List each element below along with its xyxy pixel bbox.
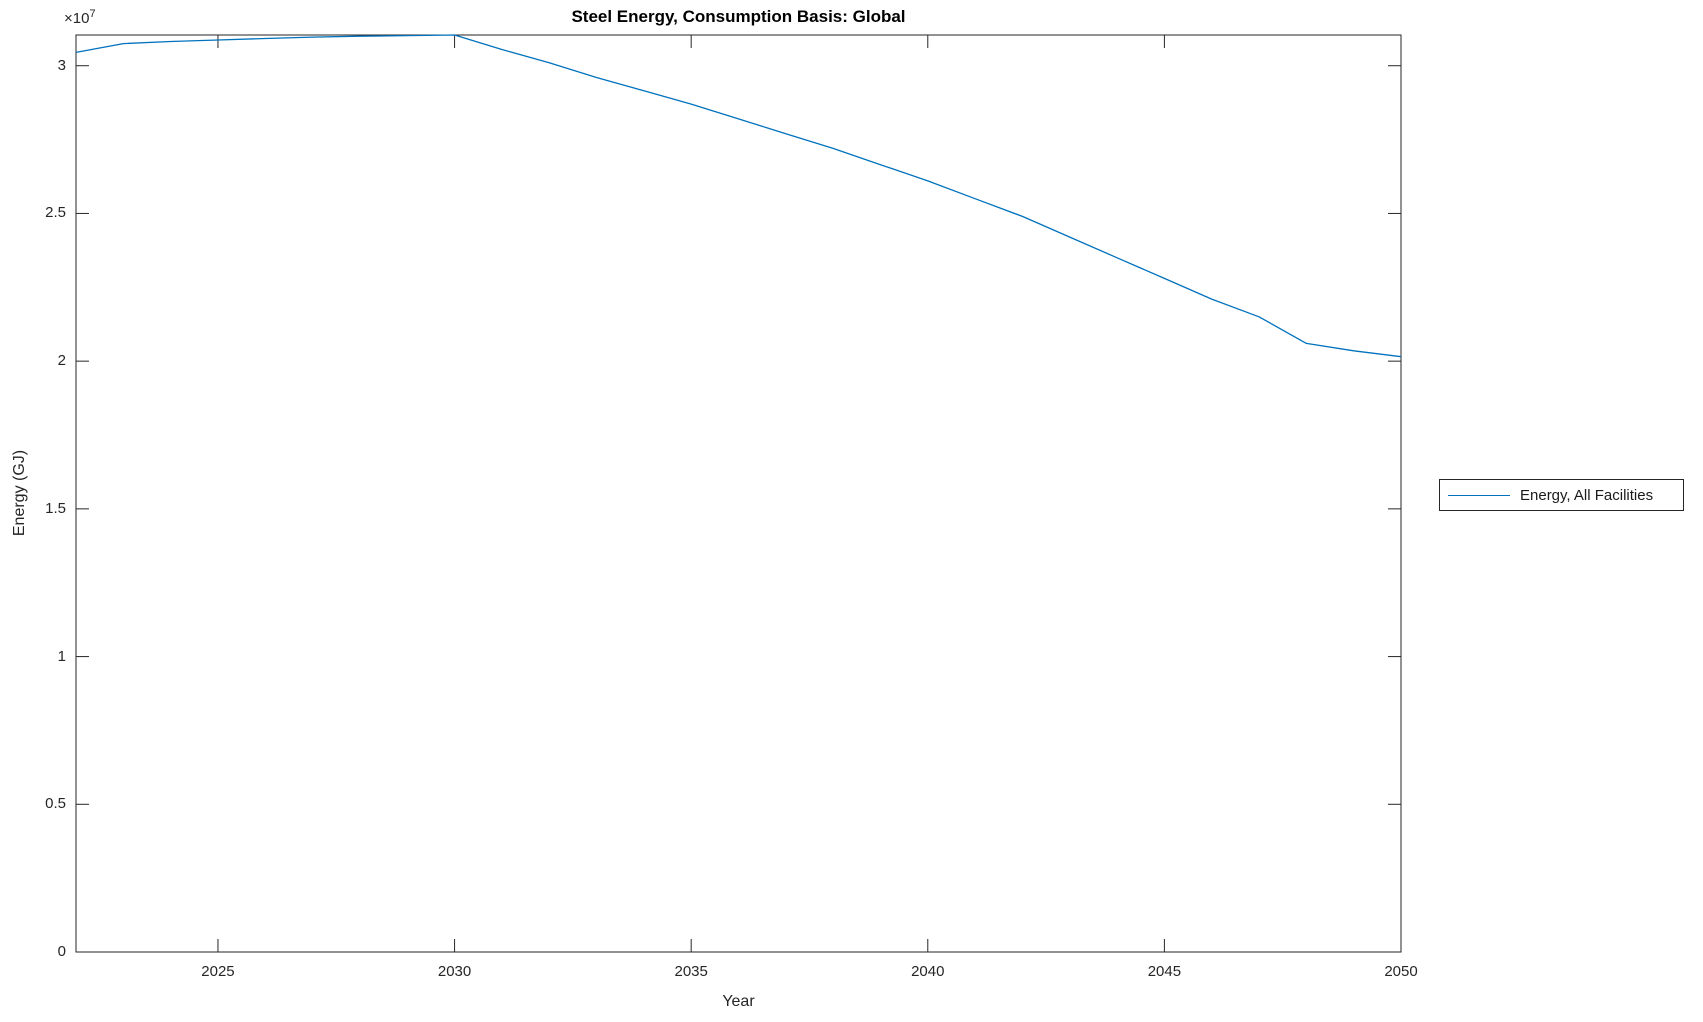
y-axis-exponent-power: 7 (89, 8, 96, 20)
y-tick-label: 2.5 (45, 204, 66, 222)
y-tick-label: 0.5 (45, 795, 66, 813)
legend-entry-label: Energy, All Facilities (1520, 486, 1654, 504)
y-tick-label: 1 (57, 647, 66, 665)
y-axis-exponent-base: ×10 (64, 10, 90, 27)
y-tick-label: 2 (57, 352, 66, 370)
x-tick-label: 2045 (1147, 963, 1182, 980)
legend-box: Energy, All Facilities (1439, 479, 1684, 511)
x-tick-label: 2050 (1384, 963, 1418, 980)
y-axis-label: Energy (GJ) (11, 449, 28, 537)
chart-title: Steel Energy, Consumption Basis: Global (571, 7, 906, 26)
x-tick-label: 2035 (674, 963, 708, 980)
y-tick-label: 0 (57, 943, 66, 960)
y-tick-label: 1.5 (45, 499, 66, 517)
x-axis-label: Year (722, 993, 755, 1010)
legend-line-sample (1448, 494, 1510, 496)
x-tick-label: 2040 (911, 963, 945, 980)
y-tick-label: 3 (57, 56, 66, 74)
axes-box (75, 34, 1402, 953)
y-axis-exponent: ×107 (64, 8, 96, 27)
energy-line-series (75, 34, 1402, 358)
x-tick-label: 2025 (201, 963, 235, 980)
x-tick-label: 2030 (437, 963, 472, 980)
